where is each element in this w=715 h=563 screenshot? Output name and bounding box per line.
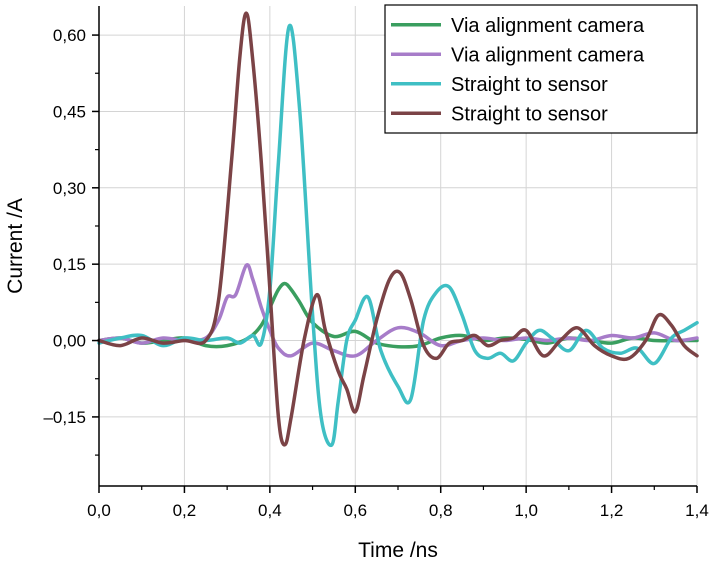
- x-tick-label: 0,2: [173, 501, 197, 520]
- x-tick-label: 0,0: [87, 501, 111, 520]
- y-tick-label: 0,60: [53, 26, 86, 45]
- y-axis-ticks: –0,15 0,00 0,15 0,30 0,45 0,60: [43, 26, 99, 456]
- legend-label: Via alignment camera: [451, 15, 645, 37]
- series-layer: [97, 11, 699, 448]
- series-line-4-straight-to-sensor: [97, 11, 699, 447]
- x-axis-ticks: 0,0 0,2 0,4 0,6 0,8 1,0 1,2 1,4: [87, 486, 709, 520]
- legend-label: Via alignment camera: [451, 44, 645, 66]
- y-tick-label: 0,30: [53, 179, 86, 198]
- x-tick-label: 1,2: [600, 501, 624, 520]
- x-axis-title: Time /ns: [358, 539, 438, 562]
- legend-label: Straight to sensor: [451, 103, 608, 125]
- series-line-3-straight-to-sensor: [97, 23, 699, 448]
- legend: Via alignment camera Via alignment camera…: [384, 4, 698, 134]
- y-axis-title: Current /A: [4, 198, 27, 294]
- y-tick-label: 0,45: [53, 102, 86, 121]
- y-tick-label: 0,15: [53, 255, 86, 274]
- y-tick-label: 0,00: [53, 332, 86, 351]
- x-tick-label: 0,6: [343, 501, 367, 520]
- x-tick-label: 1,4: [685, 501, 709, 520]
- legend-label: Straight to sensor: [451, 74, 608, 96]
- x-tick-label: 0,8: [429, 501, 453, 520]
- x-tick-label: 1,0: [514, 501, 538, 520]
- x-tick-label: 0,4: [258, 501, 282, 520]
- y-tick-label: –0,15: [43, 408, 86, 427]
